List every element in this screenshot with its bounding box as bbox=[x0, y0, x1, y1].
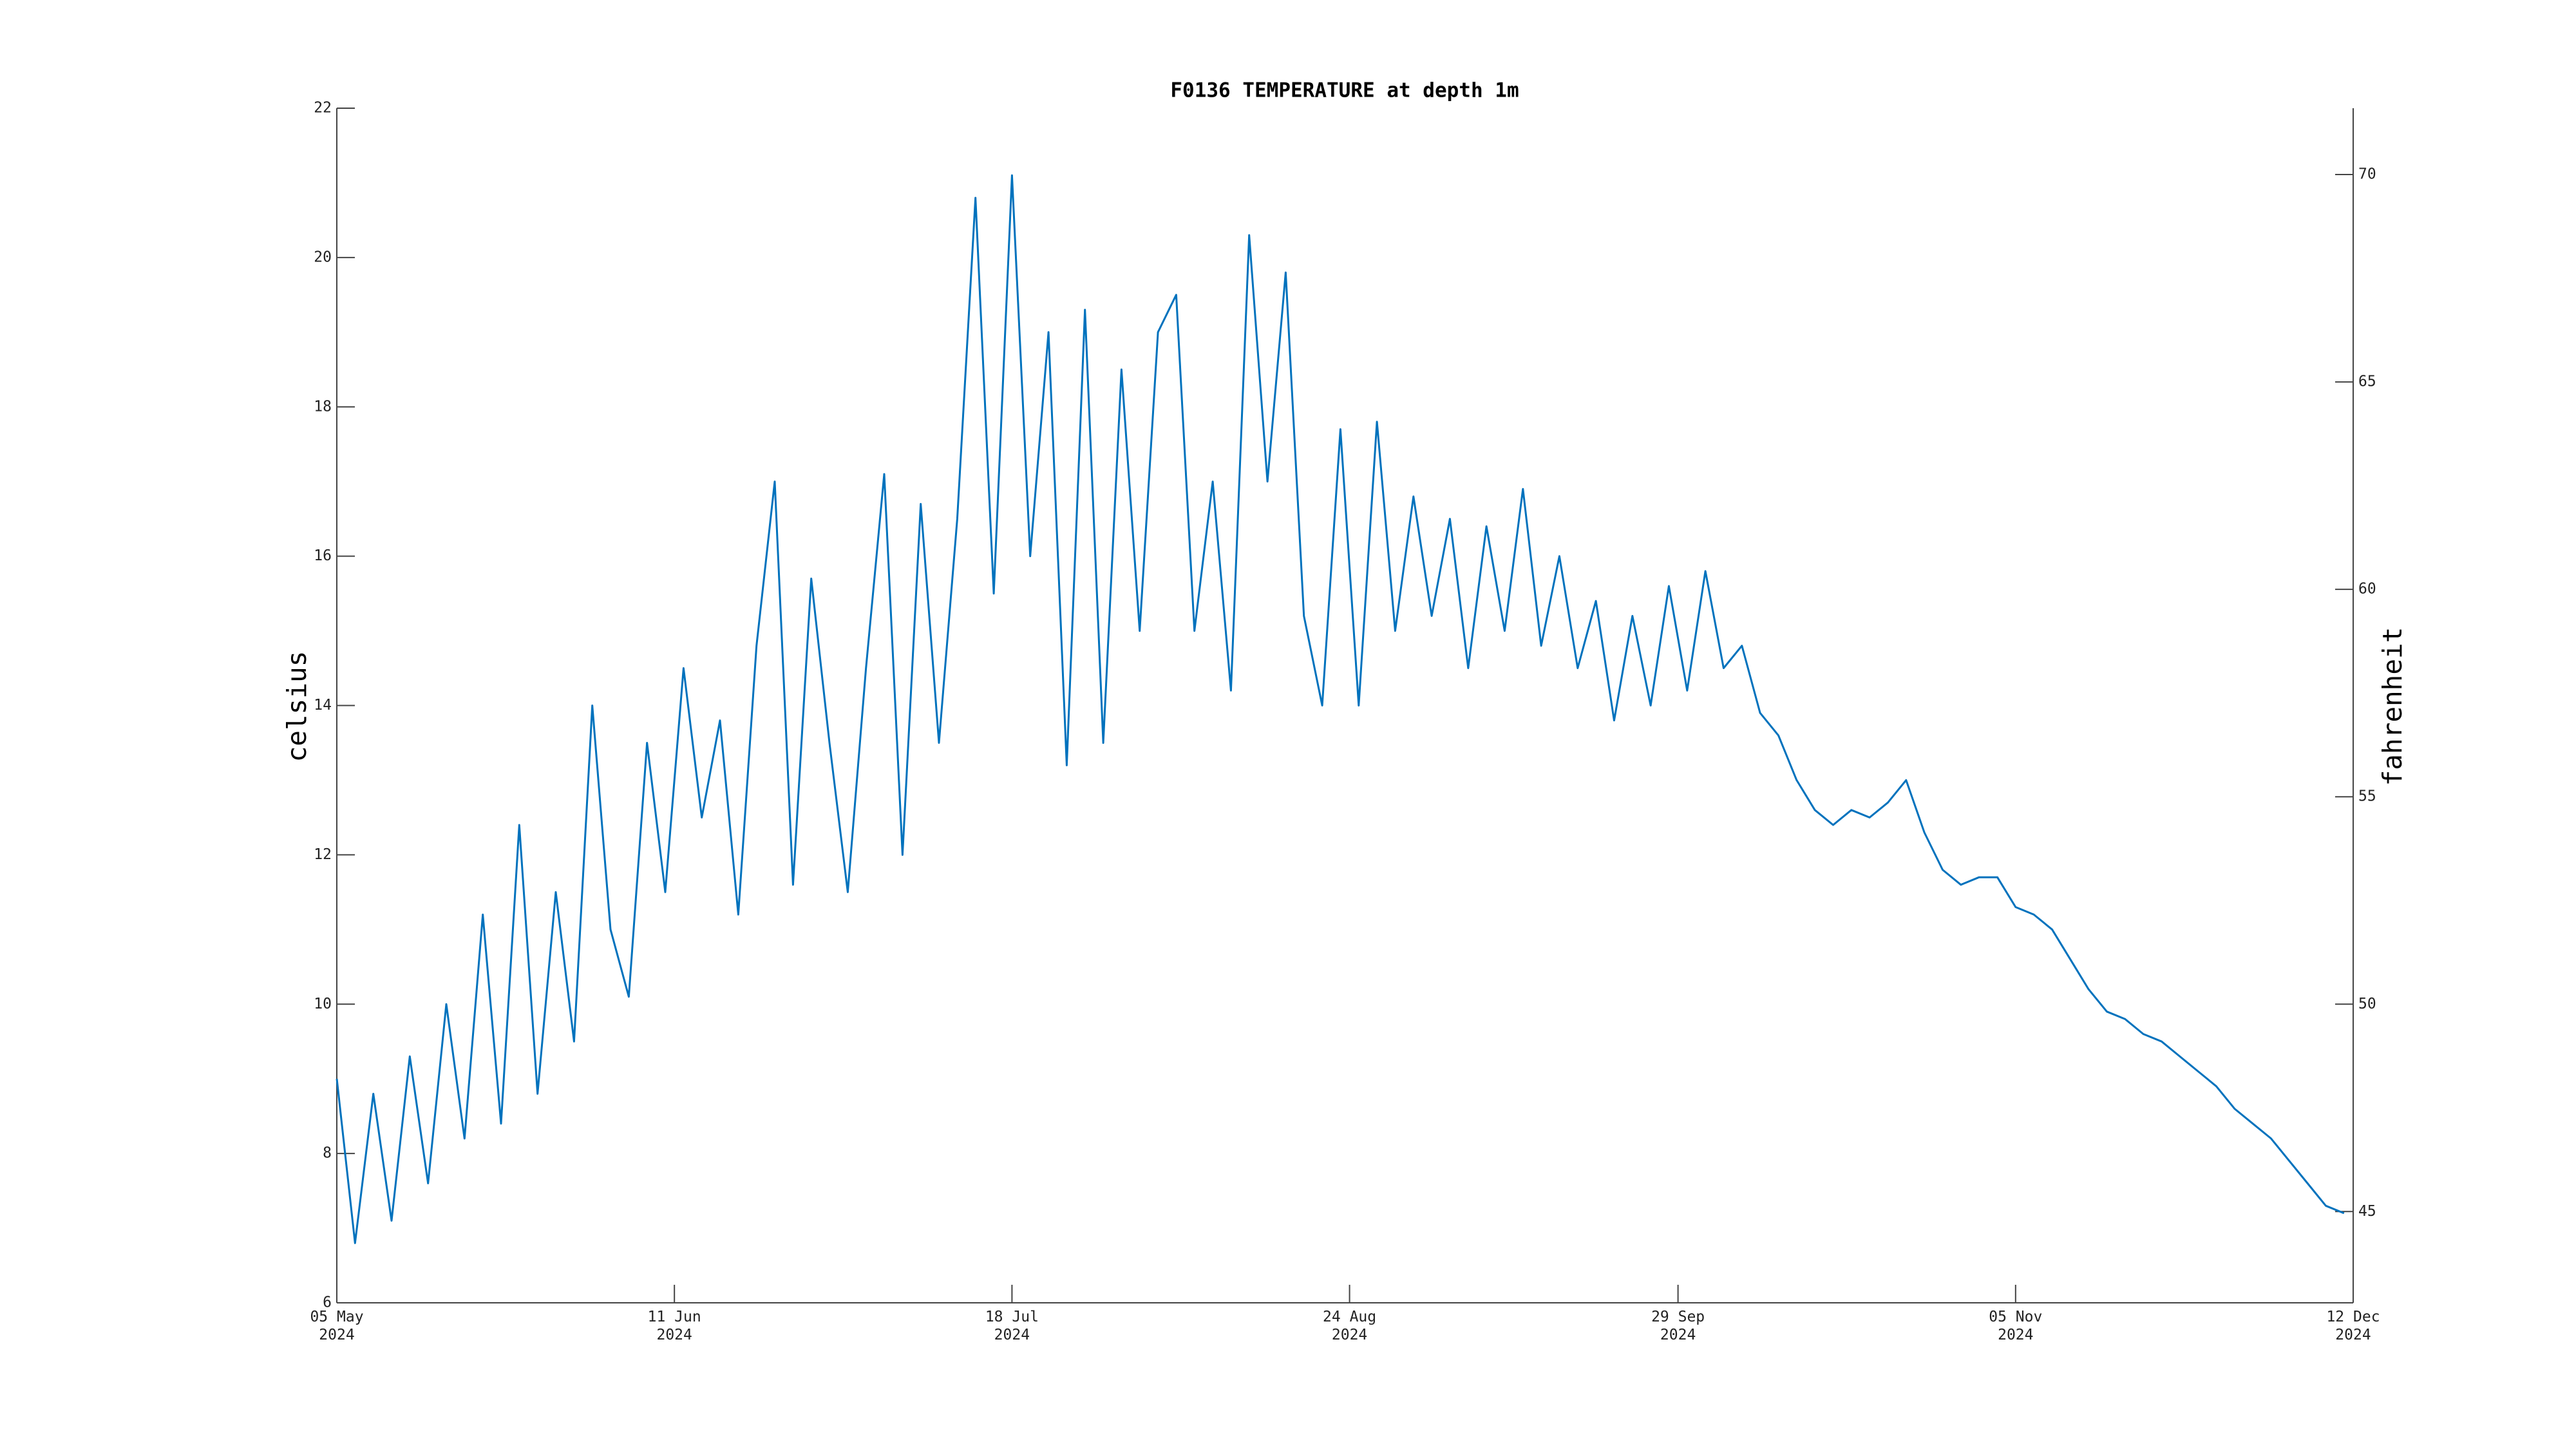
y-axis-label: celsius bbox=[281, 651, 312, 762]
y2-tick-label: 45 bbox=[2358, 1203, 2376, 1220]
temperature-line bbox=[336, 174, 2345, 1244]
y2-tick-label: 65 bbox=[2358, 374, 2376, 390]
x-tick-label: 05 May 2024 bbox=[310, 1309, 364, 1343]
y2-tick-label: 50 bbox=[2358, 996, 2376, 1012]
x-tick-label: 24 Aug 2024 bbox=[1323, 1309, 1377, 1343]
y-tick-label: 16 bbox=[314, 547, 332, 564]
y-tick-label: 12 bbox=[314, 846, 332, 863]
x-tick-label: 05 Nov 2024 bbox=[1989, 1309, 2043, 1343]
x-tick-label: 12 Dec 2024 bbox=[2326, 1309, 2380, 1343]
y2-axis-label: fahrenheit bbox=[2377, 627, 2408, 786]
y-tick-label: 18 bbox=[314, 398, 332, 415]
x-tick-label: 11 Jun 2024 bbox=[647, 1309, 701, 1343]
y-tick-label: 14 bbox=[314, 697, 332, 714]
x-tick-label: 29 Sep 2024 bbox=[1651, 1309, 1705, 1343]
chart-title: F0136 TEMPERATURE at depth 1m bbox=[1170, 79, 1519, 102]
y2-tick-label: 70 bbox=[2358, 166, 2376, 183]
y2-tick-label: 55 bbox=[2358, 788, 2376, 805]
y-tick-label: 6 bbox=[323, 1294, 332, 1311]
y-tick-label: 10 bbox=[314, 996, 332, 1012]
y-tick-label: 20 bbox=[314, 249, 332, 265]
y-tick-label: 22 bbox=[314, 100, 332, 117]
y-tick-label: 8 bbox=[323, 1145, 332, 1162]
x-tick-label: 18 Jul 2024 bbox=[985, 1309, 1039, 1343]
y2-tick-label: 60 bbox=[2358, 581, 2376, 598]
